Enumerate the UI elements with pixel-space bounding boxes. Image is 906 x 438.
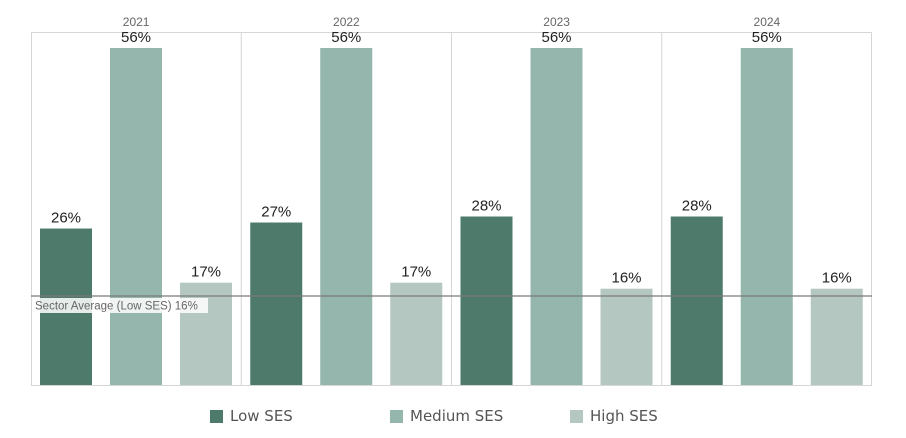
bar-medium-ses-2024 (740, 48, 793, 385)
legend-swatch-high-ses (570, 409, 583, 423)
data-label-medium-ses-2021: 56% (121, 29, 151, 46)
data-label-high-ses-2023: 16% (611, 270, 641, 287)
data-label-low-ses-2021: 26% (51, 210, 81, 227)
bar-high-ses-2024 (810, 288, 863, 385)
legend: Low SES Medium SES High SES (0, 404, 906, 428)
bar-high-ses-2022 (390, 282, 443, 385)
data-label-medium-ses-2024: 56% (752, 29, 782, 46)
bar-low-ses-2023 (460, 216, 513, 385)
legend-item-high-ses[interactable]: High SES (570, 404, 658, 428)
panel-header-2021: 2021 (123, 15, 150, 29)
data-label-low-ses-2023: 28% (471, 198, 501, 215)
legend-item-low-ses[interactable]: Low SES (210, 404, 293, 428)
data-label-medium-ses-2022: 56% (331, 29, 361, 46)
bar-high-ses-2023 (600, 288, 653, 385)
bar-medium-ses-2023 (530, 48, 583, 385)
data-label-high-ses-2021: 17% (191, 264, 221, 281)
bar-low-ses-2022 (250, 222, 303, 385)
legend-label-low-ses: Low SES (230, 407, 293, 425)
legend-swatch-low-ses (210, 409, 223, 423)
legend-label-high-ses: High SES (590, 407, 658, 425)
data-label-low-ses-2022: 27% (261, 204, 291, 221)
bar-medium-ses-2022 (320, 48, 373, 385)
legend-swatch-medium-ses (390, 409, 403, 423)
chart-plot: 2021 26% 56% 17% 2022 27% 56% 17% 2023 28% 56% 16% 2… (31, 15, 872, 386)
data-label-low-ses-2024: 28% (682, 198, 712, 215)
panel-header-2023: 2023 (543, 15, 570, 29)
panel-header-2022: 2022 (333, 15, 360, 29)
bar-medium-ses-2021 (110, 48, 162, 385)
data-label-high-ses-2024: 16% (822, 270, 852, 287)
bar-low-ses-2024 (670, 216, 723, 385)
legend-item-medium-ses[interactable]: Medium SES (390, 404, 503, 428)
data-label-high-ses-2022: 17% (401, 264, 431, 281)
reference-line-label: Sector Average (Low SES) 16% (35, 301, 198, 313)
panel-header-2024: 2024 (754, 15, 781, 29)
data-label-medium-ses-2023: 56% (541, 29, 571, 46)
reference-label-bg (33, 298, 208, 313)
legend-label-medium-ses: Medium SES (410, 407, 504, 425)
